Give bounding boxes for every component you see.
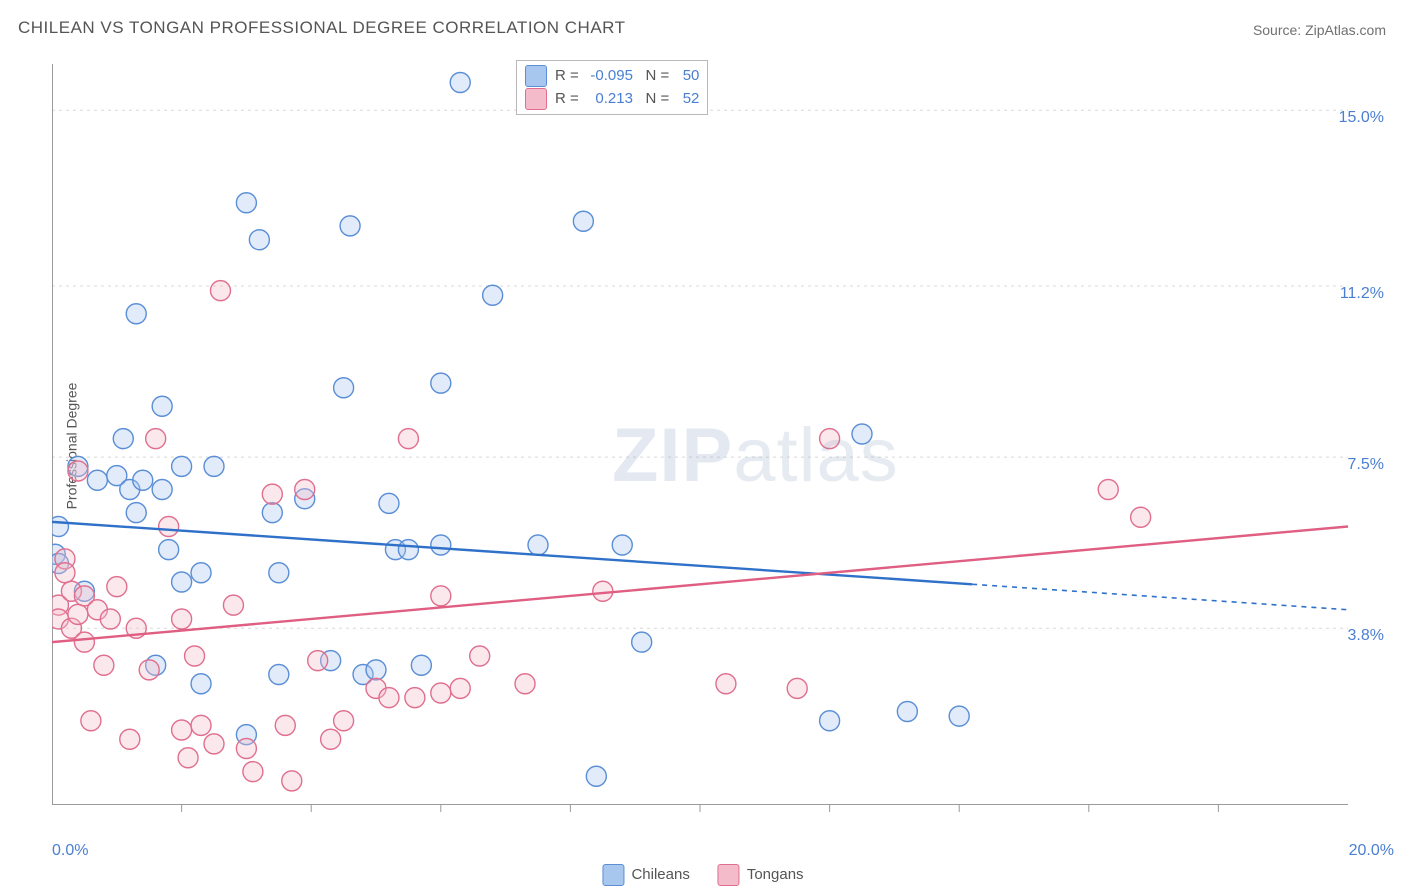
legend-swatch [602,864,624,886]
scatter-chart-svg [52,52,1392,832]
x-min-label: 0.0% [52,842,88,860]
legend-swatch [718,864,740,886]
legend-label: Chileans [631,866,689,883]
legend-swatch [525,88,547,110]
x-max-label: 20.0% [1349,842,1394,860]
stat-r-label: R = [555,67,583,84]
plot-area: ZIPatlas R = -0.095 N = 50R = 0.213 N = … [52,52,1392,832]
stats-row: R = 0.213 N = 52 [525,88,699,111]
legend-item: Chileans [602,864,689,886]
legend-swatch [525,65,547,87]
stats-legend-box: R = -0.095 N = 50R = 0.213 N = 52 [516,60,708,115]
stat-r-label: R = [555,90,583,107]
source-attribution: Source: ZipAtlas.com [1253,22,1386,38]
stat-r-value: -0.095 [583,65,633,88]
stat-n-value: 50 [673,65,699,88]
source-prefix: Source: [1253,22,1305,38]
bottom-legend: Chileans Tongans [602,864,803,886]
stats-row: R = -0.095 N = 50 [525,65,699,88]
chart-title: CHILEAN VS TONGAN PROFESSIONAL DEGREE CO… [18,18,626,38]
y-tick-label: 11.2% [1340,285,1384,303]
y-tick-label: 3.8% [1348,627,1384,645]
stat-n-value: 52 [673,88,699,111]
legend-item: Tongans [718,864,804,886]
y-tick-label: 7.5% [1348,456,1384,474]
stat-n-label: N = [645,67,673,84]
stat-n-label: N = [645,90,673,107]
y-tick-label: 15.0% [1339,109,1384,127]
legend-label: Tongans [747,866,804,883]
source-link[interactable]: ZipAtlas.com [1305,22,1386,38]
stat-r-value: 0.213 [583,88,633,111]
